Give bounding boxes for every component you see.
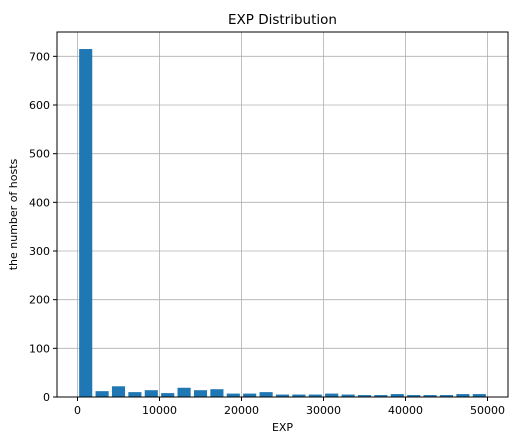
histogram-bar bbox=[374, 395, 388, 397]
histogram-bar bbox=[111, 386, 126, 397]
histogram-bar bbox=[390, 394, 404, 397]
x-tick-label: 20000 bbox=[224, 404, 259, 417]
histogram-bar bbox=[210, 389, 224, 397]
y-tick-label: 600 bbox=[29, 99, 50, 112]
x-tick-label: 30000 bbox=[306, 404, 341, 417]
histogram-bar bbox=[308, 394, 322, 397]
grid-lines bbox=[57, 32, 508, 398]
histogram-bar bbox=[357, 395, 372, 397]
histogram-bar bbox=[193, 390, 208, 397]
histogram-bar bbox=[144, 390, 158, 397]
y-axis-ticks: 0 100 200 300 400 500 600 700 bbox=[29, 50, 57, 404]
y-tick-label: 300 bbox=[29, 245, 50, 258]
y-tick-label: 200 bbox=[29, 294, 50, 307]
histogram-bar bbox=[161, 393, 175, 397]
histogram-bar bbox=[128, 392, 142, 397]
histogram-bar bbox=[275, 394, 290, 397]
y-tick-label: 0 bbox=[43, 391, 50, 404]
x-tick-label: 40000 bbox=[388, 404, 423, 417]
bars bbox=[79, 49, 486, 398]
histogram-bar bbox=[456, 394, 470, 397]
histogram-bar bbox=[407, 395, 421, 397]
x-tick-label: 50000 bbox=[470, 404, 505, 417]
y-axis-label: the number of hosts bbox=[7, 158, 20, 270]
plot-frame bbox=[56, 31, 509, 398]
y-tick-label: 100 bbox=[29, 342, 50, 355]
y-tick-label: 500 bbox=[29, 148, 50, 161]
histogram-bar bbox=[259, 392, 273, 397]
histogram-bar bbox=[325, 393, 339, 397]
histogram-bar bbox=[439, 395, 454, 397]
histogram-bar bbox=[423, 395, 437, 397]
chart-title: EXP Distribution bbox=[228, 12, 337, 28]
histogram-bar bbox=[243, 393, 257, 397]
y-tick-label: 700 bbox=[29, 50, 50, 63]
histogram-bar bbox=[79, 49, 93, 398]
x-axis-ticks: 0 10000 20000 30000 40000 50000 bbox=[74, 397, 505, 417]
histogram-bar bbox=[341, 394, 355, 397]
histogram-bar bbox=[226, 393, 240, 397]
histogram-bar bbox=[95, 391, 109, 397]
x-tick-label: 0 bbox=[74, 404, 81, 417]
histogram-bar bbox=[292, 394, 306, 397]
x-tick-label: 10000 bbox=[142, 404, 177, 417]
y-tick-label: 400 bbox=[29, 196, 50, 209]
x-axis-label: EXP bbox=[272, 421, 293, 434]
histogram-bar bbox=[472, 394, 486, 397]
histogram-bar bbox=[177, 387, 191, 397]
